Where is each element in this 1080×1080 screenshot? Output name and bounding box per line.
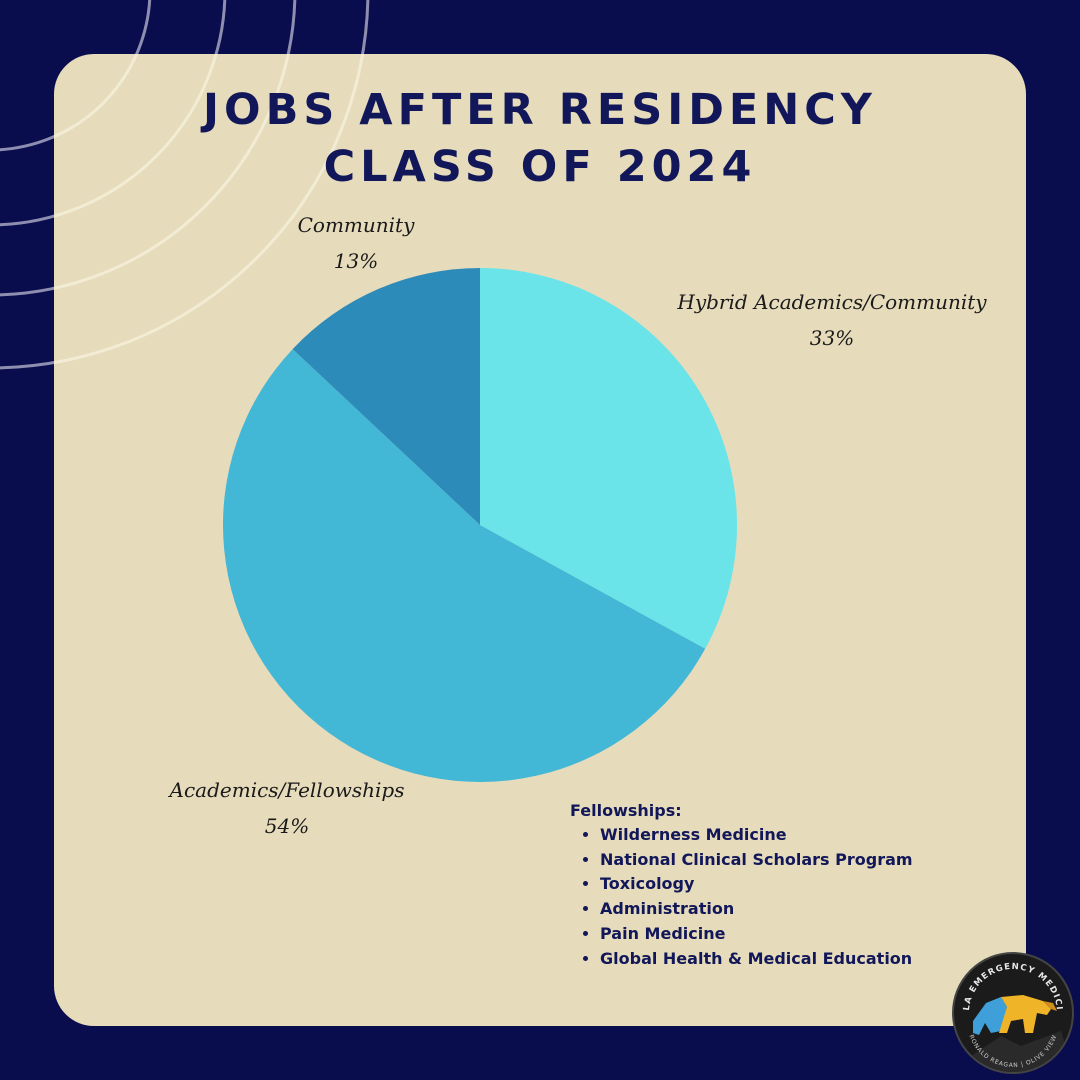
- ucla-emergency-medicine-logo: UCLA EMERGENCY MEDICINE RONALD REAGAN | …: [951, 951, 1074, 1074]
- fellowships-items: Wilderness Medicine National Clinical Sc…: [570, 823, 913, 971]
- label-community: Community 13%: [296, 207, 416, 279]
- pie-chart: [222, 268, 737, 783]
- content-card: JOBS AFTER RESIDENCY CLASS OF 2024 Commu…: [54, 54, 1026, 1026]
- title-line-1: JOBS AFTER RESIDENCY: [203, 85, 877, 135]
- title-line-2: CLASS OF 2024: [323, 142, 757, 192]
- label-hybrid-value: 33%: [809, 326, 855, 350]
- label-hybrid: Hybrid Academics/Community 33%: [652, 284, 1012, 356]
- list-item: Toxicology: [600, 872, 913, 897]
- list-item: Global Health & Medical Education: [600, 947, 913, 972]
- fellowships-heading: Fellowships:: [570, 801, 682, 820]
- fellowships-list: Fellowships: Wilderness Medicine Nationa…: [570, 799, 913, 971]
- label-community-value: 13%: [333, 249, 379, 273]
- list-item: Pain Medicine: [600, 922, 913, 947]
- bear-icon: [973, 995, 1057, 1035]
- list-item: Wilderness Medicine: [600, 823, 913, 848]
- label-academics-value: 54%: [264, 814, 310, 838]
- pie-slice-hybrid-academics-community: [480, 268, 737, 649]
- list-item: National Clinical Scholars Program: [600, 848, 913, 873]
- pie-slice-academics-fellowships: [222, 349, 706, 783]
- label-hybrid-name: Hybrid Academics/Community: [677, 290, 987, 314]
- label-community-name: Community: [297, 213, 415, 237]
- label-academics: Academics/Fellowships 54%: [142, 772, 432, 844]
- list-item: Administration: [600, 897, 913, 922]
- label-academics-name: Academics/Fellowships: [169, 778, 405, 802]
- pie-slice-community: [292, 268, 480, 525]
